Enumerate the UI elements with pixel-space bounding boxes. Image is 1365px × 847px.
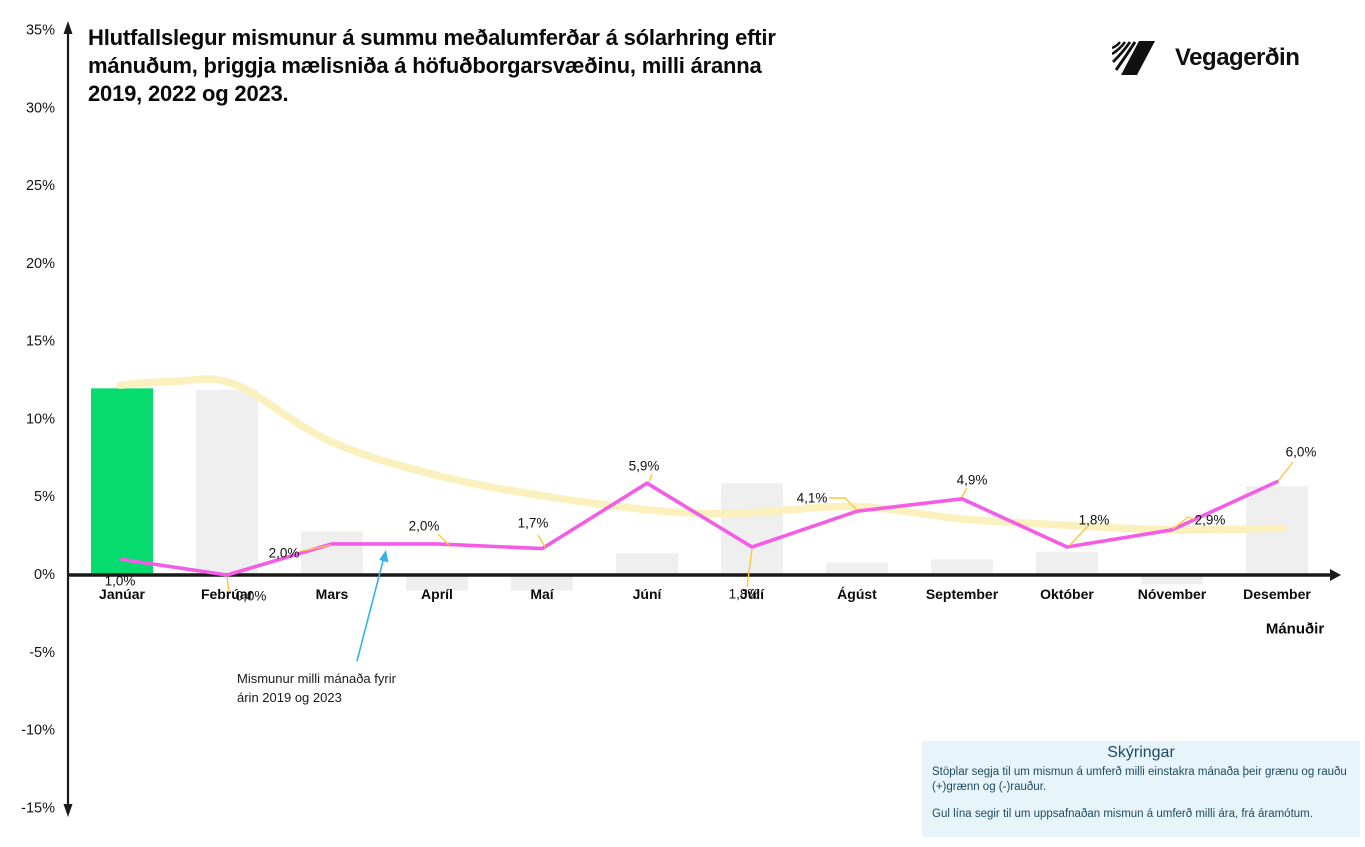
vegagerdin-logo-icon bbox=[1112, 41, 1155, 75]
y-tick-label: 10% bbox=[26, 411, 55, 427]
label-leader-Október bbox=[1068, 526, 1088, 547]
annotation-note: Mismunur milli mánaða fyrir árin 2019 og… bbox=[237, 669, 396, 707]
y-tick-label: -10% bbox=[21, 723, 55, 739]
data-label-Maí: 1,7% bbox=[518, 516, 549, 531]
x-tick-label-Apríl: Apríl bbox=[421, 586, 453, 602]
bar-Júní bbox=[616, 553, 678, 575]
x-tick-label-Desember: Desember bbox=[1243, 586, 1311, 602]
y-axis-arrow-down bbox=[63, 804, 73, 817]
y-tick-label: 15% bbox=[26, 334, 55, 350]
annotation-line2: árin 2019 og 2023 bbox=[237, 690, 342, 705]
bar-Febrúar bbox=[196, 389, 258, 575]
page-title-line2: mánuðum, þriggja mælisniða á höfuðborgar… bbox=[88, 53, 762, 78]
y-tick-label: 30% bbox=[26, 100, 55, 116]
label-leader-Júní bbox=[648, 473, 653, 483]
label-leader-Febrúar bbox=[226, 576, 230, 592]
x-tick-label-Júlí: Júlí bbox=[740, 586, 765, 602]
y-axis-arrow-up bbox=[63, 21, 73, 34]
y-tick-label: 5% bbox=[34, 489, 55, 505]
annotation-arrow-line bbox=[356, 556, 385, 662]
legend-title: Skýringar bbox=[1107, 744, 1175, 761]
label-leader-Apríl bbox=[437, 533, 450, 546]
data-label-Ágúst: 4,1% bbox=[797, 491, 828, 506]
page-title-line1: Hlutfallslegur mismunur á summu meðalumf… bbox=[88, 25, 776, 50]
page-title: Hlutfallslegur mismunur á summu meðalumf… bbox=[88, 24, 888, 108]
label-leader-Desember bbox=[1277, 461, 1294, 482]
y-tick-label: 25% bbox=[26, 178, 55, 194]
data-label-Júní: 5,9% bbox=[629, 459, 660, 474]
data-label-Mars: 2,0% bbox=[269, 546, 300, 561]
cumulative-line bbox=[116, 375, 1287, 534]
bar-Apríl bbox=[406, 575, 468, 591]
label-leader-Júlí bbox=[746, 548, 753, 588]
x-axis-arrow-right bbox=[1330, 569, 1341, 581]
x-tick-label-Maí: Maí bbox=[530, 586, 554, 602]
x-tick-label-Febrúar: Febrúar bbox=[201, 586, 254, 602]
bar-Maí bbox=[511, 575, 573, 591]
x-tick-label-Ágúst: Ágúst bbox=[837, 586, 877, 602]
bar-Júlí bbox=[721, 483, 783, 575]
data-label-Nóvember: 2,9% bbox=[1195, 513, 1226, 528]
label-leader-Nóvember bbox=[1172, 516, 1195, 530]
data-label-Febrúar: 0,0% bbox=[236, 589, 267, 604]
page-title-line3: 2019, 2022 og 2023. bbox=[88, 81, 289, 106]
label-leader-Ágúst bbox=[829, 497, 858, 511]
x-tick-label-Október: Október bbox=[1040, 586, 1094, 602]
logo-text: Vegagerðin bbox=[1175, 44, 1300, 71]
x-axis-title: Mánuðir bbox=[1266, 621, 1324, 638]
legend-box: Skýringar Stöplar segja til um mismun á … bbox=[922, 741, 1360, 837]
annotation-arrow-head bbox=[379, 550, 389, 563]
y-tick-label: 20% bbox=[26, 256, 55, 272]
bar-Ágúst bbox=[826, 562, 888, 575]
bar-Október bbox=[1036, 551, 1098, 575]
data-label-Apríl: 2,0% bbox=[409, 519, 440, 534]
y-tick-label: 35% bbox=[26, 23, 55, 39]
data-label-Júlí: 1,8% bbox=[729, 587, 760, 602]
bar-Mars bbox=[301, 531, 363, 575]
bar-Janúar bbox=[91, 388, 153, 575]
x-tick-label-September: September bbox=[926, 586, 999, 602]
logo: Vegagerðin bbox=[1112, 40, 1300, 76]
y-tick-label: 0% bbox=[34, 567, 55, 583]
data-label-September: 4,9% bbox=[957, 473, 988, 488]
x-tick-label-Mars: Mars bbox=[316, 586, 349, 602]
annotation-line1: Mismunur milli mánaða fyrir bbox=[237, 671, 396, 686]
x-tick-label-Júní: Júní bbox=[633, 586, 663, 602]
y-tick-label: -5% bbox=[29, 645, 55, 661]
label-leader-Mars bbox=[301, 544, 332, 552]
bar-Nóvember bbox=[1141, 575, 1203, 585]
x-tick-label-Nóvember: Nóvember bbox=[1138, 586, 1207, 602]
bar-September bbox=[931, 559, 993, 575]
data-label-Janúar: 1,0% bbox=[105, 574, 136, 589]
data-label-Desember: 6,0% bbox=[1286, 445, 1317, 460]
label-leader-Maí bbox=[537, 534, 546, 548]
legend-text-yellow-line: Gul lína segir til um uppsafnaðan mismun… bbox=[932, 807, 1313, 820]
data-label-Október: 1,8% bbox=[1079, 513, 1110, 528]
label-leader-September bbox=[961, 487, 968, 498]
y-tick-label: -15% bbox=[21, 800, 55, 816]
legend-text-bars: Stöplar segja til um mismun á umferð mil… bbox=[932, 766, 1347, 793]
x-tick-label-Janúar: Janúar bbox=[99, 586, 145, 602]
